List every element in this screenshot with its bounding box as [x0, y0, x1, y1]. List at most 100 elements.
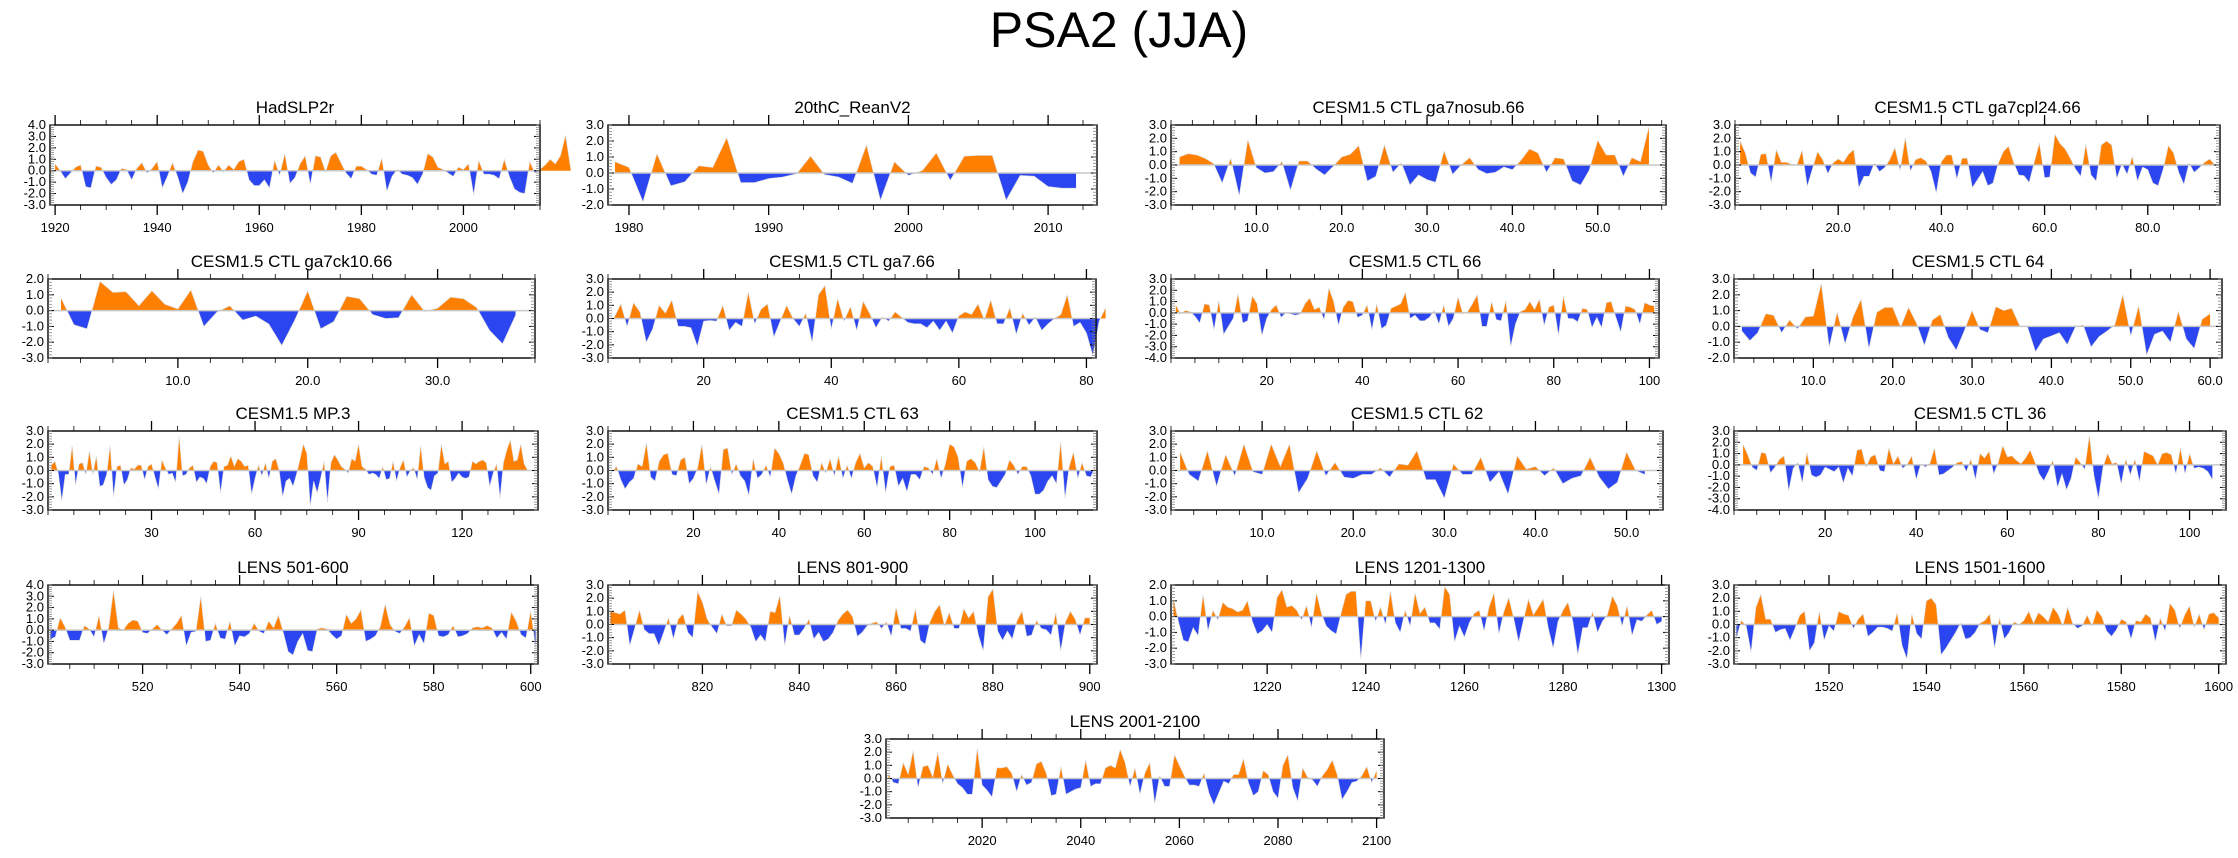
positive-area: [1754, 594, 1773, 625]
positive-area: [984, 300, 996, 319]
positive-area: [614, 304, 625, 319]
negative-area: [455, 630, 471, 637]
y-tick-label: 0.0: [26, 303, 44, 318]
negative-area: [193, 470, 210, 484]
x-tick-label: 100: [2179, 525, 2201, 540]
y-tick-label: 2.0: [1149, 282, 1167, 297]
positive-area: [1930, 314, 1945, 327]
positive-area: [1900, 307, 1918, 327]
negative-area: [2134, 165, 2165, 186]
positive-area: [224, 159, 247, 171]
panel-title: CESM1.5 CTL 63: [786, 404, 919, 423]
series-line: [614, 136, 1077, 203]
x-tick-label: 20.0: [1826, 220, 1851, 235]
x-tick-label: 60: [952, 373, 966, 388]
positive-area: [312, 155, 326, 171]
positive-area: [2201, 159, 2215, 165]
y-tick-label: 1.0: [586, 149, 604, 164]
positive-area: [922, 466, 931, 471]
negative-area: [1136, 778, 1144, 795]
positive-area: [123, 619, 142, 631]
negative-area: [198, 310, 221, 327]
x-tick-label: 40.0: [1929, 220, 1954, 235]
y-tick-label: -1.0: [22, 476, 44, 491]
positive-area: [666, 617, 671, 625]
positive-area: [788, 615, 792, 625]
series-line: [60, 280, 516, 346]
positive-area: [1954, 461, 1964, 465]
positive-area: [1302, 605, 1310, 617]
positive-area: [657, 453, 672, 471]
negative-area: [810, 624, 837, 642]
plot-frame: [1733, 278, 2223, 359]
positive-area: [527, 610, 534, 631]
positive-area: [502, 440, 528, 471]
plot-frame: [49, 124, 541, 206]
negative-area: [1543, 165, 1551, 173]
chart-panel: CESM1.5 CTL 62 3.02.01.00.0-1.0-2.0-3.0 10…: [1145, 404, 1664, 540]
positive-area: [943, 444, 961, 471]
panel-title: CESM1.5 CTL 36: [1914, 404, 2047, 423]
x-tick-label: 40.0: [2039, 373, 2064, 388]
positive-area: [1058, 766, 1064, 779]
negative-area: [1013, 778, 1021, 792]
positive-area: [635, 610, 644, 625]
positive-area: [614, 161, 632, 173]
positive-area: [629, 302, 642, 319]
negative-area: [785, 470, 799, 495]
negative-area: [848, 470, 854, 479]
y-tick-label: 0.0: [1712, 617, 1730, 632]
negative-area: [469, 170, 478, 195]
positive-area: [1854, 449, 1866, 465]
negative-area: [1269, 778, 1281, 799]
negative-area: [687, 470, 697, 484]
negative-area: [1596, 470, 1622, 489]
y-tick-label: 2.0: [1713, 130, 1731, 145]
y-tick-label: 0.0: [1149, 305, 1167, 320]
positive-area: [1329, 462, 1340, 471]
positive-area: [280, 153, 288, 171]
negative-area: [1378, 312, 1390, 329]
series-line: [888, 748, 1377, 806]
negative-area: [2190, 165, 2202, 173]
chart-panel: LENS 2001-2100 3.02.01.00.0-1.0-2.0-3.0 20…: [860, 712, 1391, 848]
positive-area: [959, 608, 977, 625]
positive-area: [325, 152, 345, 171]
positive-area: [979, 446, 987, 471]
positive-area: [1978, 451, 1992, 465]
negative-area: [1025, 318, 1035, 326]
negative-area: [2193, 464, 2213, 480]
negative-area: [1232, 165, 1244, 196]
negative-area: [2053, 464, 2074, 490]
positive-area: [965, 458, 979, 471]
negative-area: [878, 624, 885, 629]
positive-area: [1389, 292, 1410, 313]
y-tick-label: -2.0: [1708, 643, 1730, 658]
x-tick-label: 30.0: [1414, 220, 1439, 235]
negative-area: [1357, 616, 1365, 660]
negative-area: [1394, 616, 1404, 633]
positive-area: [610, 610, 627, 625]
y-tick-label: 0.0: [1149, 157, 1167, 172]
negative-area: [641, 318, 656, 343]
x-tick-label: 1280: [1549, 679, 1578, 694]
negative-area: [74, 470, 78, 485]
x-tick-label: 80: [1547, 373, 1561, 388]
negative-area: [60, 170, 73, 179]
chart-panel: CESM1.5 CTL ga7.66 3.02.01.00.0-1.0-2.0-3…: [582, 252, 1106, 388]
x-tick-label: 40: [1909, 525, 1923, 540]
y-tick-label: 1.0: [1712, 446, 1730, 461]
negative-area: [248, 470, 258, 495]
y-tick-label: 3.0: [1713, 117, 1731, 132]
y-tick-label: 2.0: [586, 133, 604, 148]
negative-area: [853, 318, 860, 331]
positive-area: [1280, 754, 1292, 779]
negative-area: [1541, 312, 1548, 326]
negative-area: [449, 470, 471, 483]
positive-area: [694, 591, 711, 625]
positive-area: [721, 448, 732, 471]
x-tick-label: 1240: [1351, 679, 1380, 694]
y-tick-label: 3.0: [586, 577, 604, 592]
x-tick-label: 20: [1259, 373, 1273, 388]
negative-area: [1991, 624, 1999, 649]
